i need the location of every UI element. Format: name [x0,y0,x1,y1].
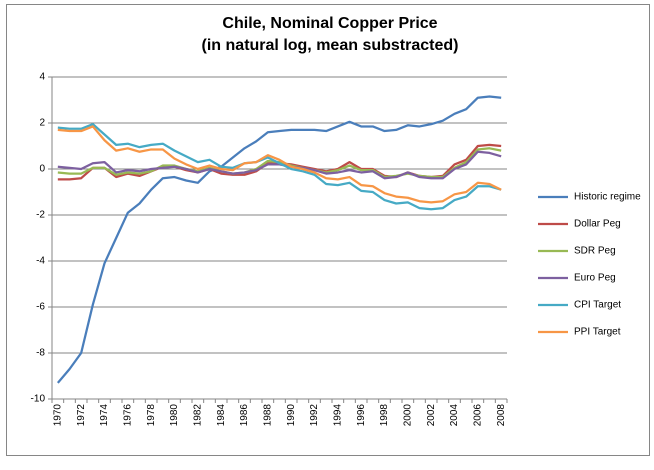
x-tick-label: 1972 [76,404,87,427]
y-tick-label: -8 [36,348,45,359]
x-tick-label: 1998 [379,404,390,427]
x-tick-label: 2000 [402,404,413,427]
y-tick-label: 0 [39,164,45,175]
legend-label: Euro Peg [574,273,616,284]
legend-label: SDR Peg [574,246,616,257]
series-line [56,95,502,384]
x-tick-label: 1970 [52,404,63,427]
x-tick-label: 2002 [426,404,437,427]
x-tick-label: 2004 [449,404,460,427]
grid: -10 -8 -6 -4 -2 0 2 4 1970 1972 1974 1976 1978 1980 19… [31,72,508,427]
chart-frame [6,4,650,456]
legend: Historic regime Dollar Peg SDR Peg Euro Peg… [538,192,641,338]
y-tick-label: -10 [31,394,46,405]
x-tick-label: 1976 [122,404,133,427]
series-line [57,123,502,211]
y-tick-label: -6 [36,302,45,313]
x-tick-label: 1982 [192,404,203,427]
chart-title: Chile, Nominal Copper Price [222,15,437,32]
chart-subtitle: (in natural log, mean substracted) [202,37,459,54]
legend-label: CPI Target [574,300,621,311]
legend-label: Historic regime [574,192,641,203]
x-tick-label: 1974 [99,404,110,427]
x-tick-label: 1984 [216,404,227,427]
x-tick-label: 1988 [262,404,273,427]
x-tick-label: 1992 [309,404,320,427]
x-tick-label: 1980 [169,404,180,427]
y-tick-label: 2 [39,118,45,129]
x-tick-label: 1996 [356,404,367,427]
x-tick-label: 1994 [332,404,343,427]
y-tick-label: -2 [36,210,45,221]
series-line [57,125,502,204]
x-tick-label: 2006 [472,404,483,427]
y-tick-label: -4 [36,256,45,267]
x-tick-label: 1990 [286,404,297,427]
legend-label: Dollar Peg [574,219,621,230]
x-tick-label: 1986 [239,404,250,427]
x-tick-label: 1978 [146,404,157,427]
legend-label: PPI Target [574,327,621,338]
x-tick-label: 2008 [496,404,507,427]
plot [56,95,502,384]
y-tick-label: 4 [39,72,45,83]
